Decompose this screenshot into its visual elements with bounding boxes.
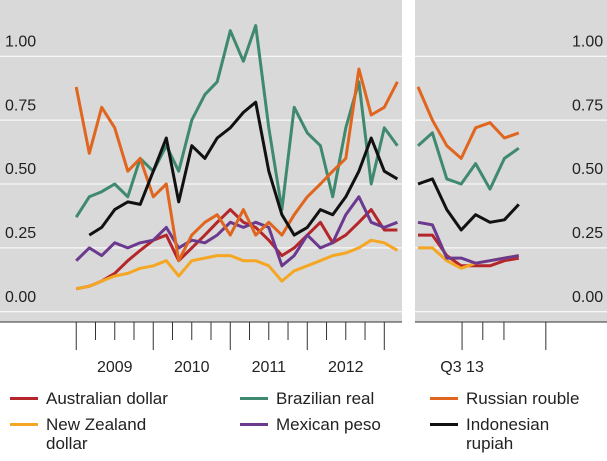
legend-item: Russian rouble [430,389,591,408]
legend-item: Australian dollar [10,389,171,408]
legend-item: Indonesian rupiah [430,415,591,453]
legend-swatch [240,397,268,400]
x-tick-label: 2012 [328,359,364,376]
legend-swatch [10,423,38,426]
chart: 0.00 0.25 0.50 0.75 1.00 2009 2010 2011 2012 0.00… [0,0,607,376]
series-line [416,86,520,160]
series-line [75,238,399,291]
series-line [74,67,399,263]
series-line [417,131,520,191]
legend-label: Russian rouble [466,389,580,408]
y-tick-label: 0.50 [5,161,36,178]
legend-swatch [430,397,458,400]
x-tick-label: Q3 13 [440,359,484,376]
x-tick-label: 2011 [252,359,287,376]
plot-area [0,0,402,322]
y-tick-label: 1.00 [5,33,36,50]
series-line [88,100,399,237]
legend: Australian dollar Brazilian real Russian r… [0,385,607,461]
y-tick-label: 0.50 [572,161,603,178]
series-line [74,24,399,219]
y-tick-label: 0.00 [5,289,36,306]
series-line [417,177,520,232]
series-line [417,220,520,265]
legend-label: Indonesian rupiah [466,415,550,453]
series-line [75,208,398,291]
legend-item: New Zealand dollar [10,415,171,453]
legend-item: Mexican peso [240,415,401,434]
legend-label: Mexican peso [276,415,381,434]
legend-label: New Zealand dollar [46,415,147,453]
legend-swatch [240,423,268,426]
y-tick-label: 0.25 [5,225,36,242]
legend-label: Australian dollar [46,389,168,408]
legend-swatch [10,397,38,400]
y-tick-label: 0.25 [572,225,603,242]
y-tick-label: 0.75 [5,97,36,114]
plot-area [415,0,607,322]
legend-swatch [430,423,458,426]
legend-item: Brazilian real [240,389,401,408]
y-tick-label: 0.00 [572,289,603,306]
x-tick-label: 2010 [174,359,210,376]
y-tick-label: 0.75 [572,97,603,114]
legend-label: Brazilian real [276,389,375,408]
x-tick-label: 2009 [97,359,133,376]
y-tick-label: 1.00 [572,33,603,50]
